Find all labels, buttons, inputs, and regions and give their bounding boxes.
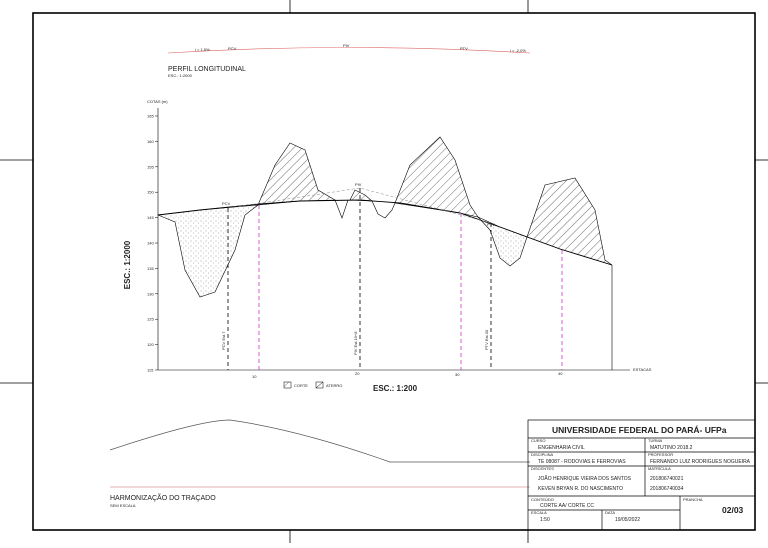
station-lines (227, 188, 563, 370)
axes (157, 108, 630, 371)
field-value: 19/05/2022 (615, 517, 640, 523)
y-label: 160 (147, 139, 154, 144)
y-label: 145 (147, 215, 154, 220)
y-axis-title: COTAS (m) (147, 99, 168, 104)
field-value: ENGENHARIA CIVIL (538, 445, 585, 451)
field-label: PRANCHA (683, 497, 703, 502)
y-label: 165 (147, 114, 154, 119)
y-label: 150 (147, 190, 154, 195)
field-label: PROFESSOR (648, 452, 673, 457)
label: PTV (487, 222, 495, 227)
label: PTV (460, 46, 468, 51)
university: UNIVERSIDADE FEDERAL DO PARÁ- UFPa (552, 425, 727, 435)
x-label: 10 (252, 374, 257, 379)
field-value: FERNANDO LUIZ RODRIGUES NOGUEIRA (650, 459, 751, 465)
y-label: 135 (147, 266, 154, 271)
label: i = -2,0% (510, 48, 526, 53)
y-label: 115 (147, 368, 154, 373)
y-label: 125 (147, 317, 154, 322)
field-value: CORTE AA/ CORTE CC (540, 503, 594, 509)
title-block-text: UNIVERSIDADE FEDERAL DO PARÁ- UFPa CURSO… (531, 425, 751, 523)
field-value: JOÃO HENRIQUE VIEIRA DOS SANTOS (538, 475, 632, 482)
label: PIV (343, 43, 350, 48)
label: PCV (228, 46, 237, 51)
field-label: TURMA (648, 438, 663, 443)
legend-label: ATERRO (326, 383, 342, 388)
field-label: MATRÍCULA (648, 466, 671, 471)
label: PIV Est.19+8 (353, 331, 358, 355)
x-label: 20 (355, 371, 360, 376)
earthwork (156, 136, 613, 370)
field-value: 1:50 (540, 517, 550, 523)
field-value: 201806740034 (650, 486, 684, 492)
field-value: KEVEN BRYAN R. DO NASCIMENTO (538, 486, 623, 492)
ground-line (334, 199, 396, 219)
top-grade-line (167, 47, 531, 54)
section-title: PERFIL LONGITUDINAL (168, 66, 246, 73)
legend: CORTE ATERRO ESC.: 1:200 (283, 381, 418, 393)
x-label: 30 (455, 372, 460, 377)
label: i = 1,5% (195, 47, 210, 52)
y-label: 130 (147, 291, 154, 296)
label: PCV Est.7 (221, 331, 226, 350)
sheet-number: 02/03 (722, 505, 744, 515)
sheet-frame (32, 12, 756, 531)
field-label: DISCENTES (531, 466, 554, 471)
vertical-scale: ESC.: 1:2000 (123, 240, 132, 289)
title-block (527, 419, 756, 531)
field-value: 201806740021 (650, 476, 684, 482)
harmonization-curve (109, 419, 530, 463)
legend-label: CORTE (294, 383, 308, 388)
field-label: CURSO (531, 438, 545, 443)
label: PIV (355, 182, 362, 187)
y-label: 120 (147, 342, 154, 347)
point-labels: PCV PIV PTV PCV Est.7 PIV Est.19+8 PTV E… (221, 182, 652, 379)
label: PTV Est.30 (484, 329, 489, 350)
y-labels: 165 160 155 150 145 140 135 130 125 120 115 (147, 114, 158, 373)
harmonization-subtitle: SEM ESCALA (110, 503, 136, 508)
field-label: DATA (605, 510, 615, 515)
label: PCV (222, 201, 231, 206)
field-label: DISCIPLINA (531, 452, 554, 457)
x-label: 40 (558, 371, 563, 376)
top-labels: i = 1,5% PCV PIV PTV i = -2,0% (195, 43, 526, 53)
y-label: 155 (147, 164, 154, 169)
x-axis-title: ESTACAS (633, 367, 652, 372)
horizontal-scale: ESC.: 1:200 (373, 384, 418, 393)
field-value: TE 08087 - RODOVIAS E FERROVIAS (538, 459, 626, 465)
field-label: CONTEÚDO (531, 497, 554, 502)
field-label: ESCALA (531, 510, 547, 515)
field-value: MATUTINO 2018.2 (650, 445, 693, 451)
harmonization-title: HARMONIZAÇÃO DO TRAÇADO (110, 493, 216, 502)
section-scale: ESC.: 1:2000 (168, 73, 193, 78)
y-label: 140 (147, 241, 154, 246)
